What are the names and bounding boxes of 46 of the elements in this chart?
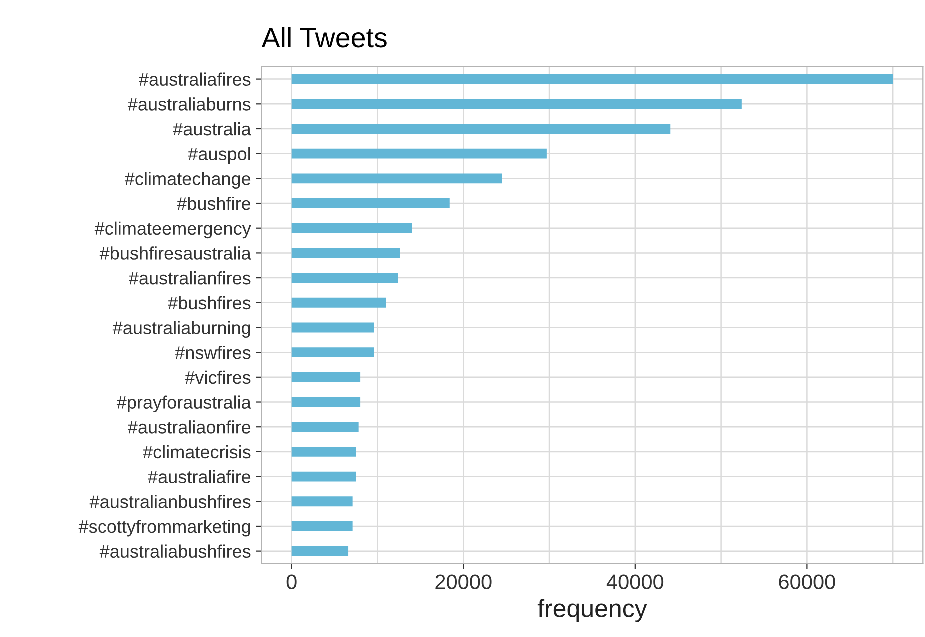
y-tick-label: #vicfires: [185, 370, 251, 384]
chart-title: All Tweets: [262, 27, 387, 48]
x-axis-title: frequency: [538, 599, 648, 622]
x-tick-label: 60000: [779, 574, 836, 590]
y-tick-label: #climatecrisis: [143, 445, 251, 459]
y-tick-label: #nswfires: [175, 346, 251, 360]
bar: [292, 422, 359, 432]
bar: [292, 174, 502, 184]
bar: [292, 124, 671, 134]
y-tick-label: #australiaonfire: [128, 420, 251, 434]
bar: [292, 99, 742, 110]
bar: [292, 522, 353, 532]
y-tick-label: #australianbushfires: [90, 495, 251, 508]
y-tick-label: #climateemergency: [94, 222, 252, 239]
bar: [292, 223, 412, 234]
y-tick-label: #bushfire: [177, 196, 251, 210]
bar: [292, 496, 353, 507]
x-tick-label: 0: [286, 574, 297, 590]
y-tick-label: #prayforaustralia: [116, 396, 252, 413]
y-tick-label: #australiaburning: [112, 321, 250, 338]
x-tick-label: 20000: [436, 574, 492, 590]
bar: [292, 397, 361, 408]
bar: [292, 348, 374, 358]
y-tick-label: #australiafire: [148, 470, 251, 484]
y-tick-label: #scottyfrommarketing: [78, 520, 250, 537]
y-tick-label: #bushfires: [168, 296, 251, 310]
y-tick-label: #australianfires: [129, 272, 251, 285]
y-tick-label: #bushfiresaustralia: [100, 246, 252, 260]
x-tick-label: 40000: [606, 574, 664, 590]
y-tick-label: #australiabushfires: [100, 544, 251, 558]
bar: [292, 298, 386, 308]
bar: [292, 74, 894, 84]
y-tick-label: #australiafires: [139, 72, 251, 86]
bar: [292, 446, 356, 457]
bar: [292, 372, 361, 382]
bar: [292, 472, 356, 482]
bar: [292, 198, 450, 208]
y-tick-label: #australia: [173, 122, 252, 136]
bar: [292, 546, 349, 556]
bar: [292, 148, 547, 159]
y-tick-label: #australiaburns: [128, 98, 251, 111]
bar: [292, 273, 398, 284]
y-tick-label: #climatechange: [124, 172, 251, 189]
y-tick-label: #auspol: [188, 147, 250, 164]
bar: [292, 248, 400, 258]
bar: [292, 322, 374, 333]
